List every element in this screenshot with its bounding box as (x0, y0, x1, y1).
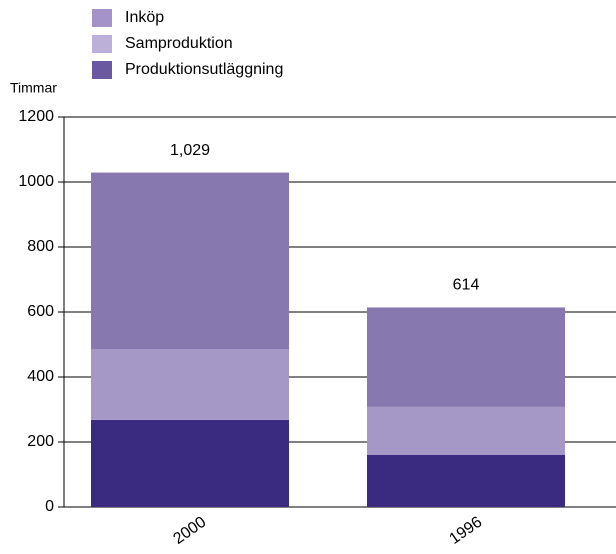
bar-segment (91, 172, 289, 350)
y-tick-label: 600 (27, 303, 54, 320)
legend-label: Produktionsutläggning (125, 61, 283, 78)
bar-segment (367, 307, 565, 407)
legend-label: Samproduktion (125, 35, 233, 52)
legend-swatch (92, 61, 112, 79)
y-tick-label: 1000 (18, 173, 54, 190)
x-tick-label: 1996 (446, 514, 485, 548)
bar-segment (91, 419, 289, 507)
total-label: 614 (453, 277, 480, 294)
total-label: 1,029 (170, 142, 210, 159)
legend-swatch (92, 35, 112, 53)
bar-segment (367, 455, 565, 507)
y-axis-label: Timmar (10, 80, 57, 96)
bar-segment (367, 406, 565, 455)
y-tick-label: 800 (27, 238, 54, 255)
legend-swatch (92, 9, 112, 27)
y-tick-label: 0 (45, 498, 54, 515)
x-tick-label: 2000 (170, 514, 209, 548)
legend-label: Inköp (125, 9, 164, 26)
y-tick-label: 1200 (18, 108, 54, 125)
y-tick-label: 200 (27, 433, 54, 450)
y-tick-label: 400 (27, 368, 54, 385)
bar-segment (91, 349, 289, 420)
